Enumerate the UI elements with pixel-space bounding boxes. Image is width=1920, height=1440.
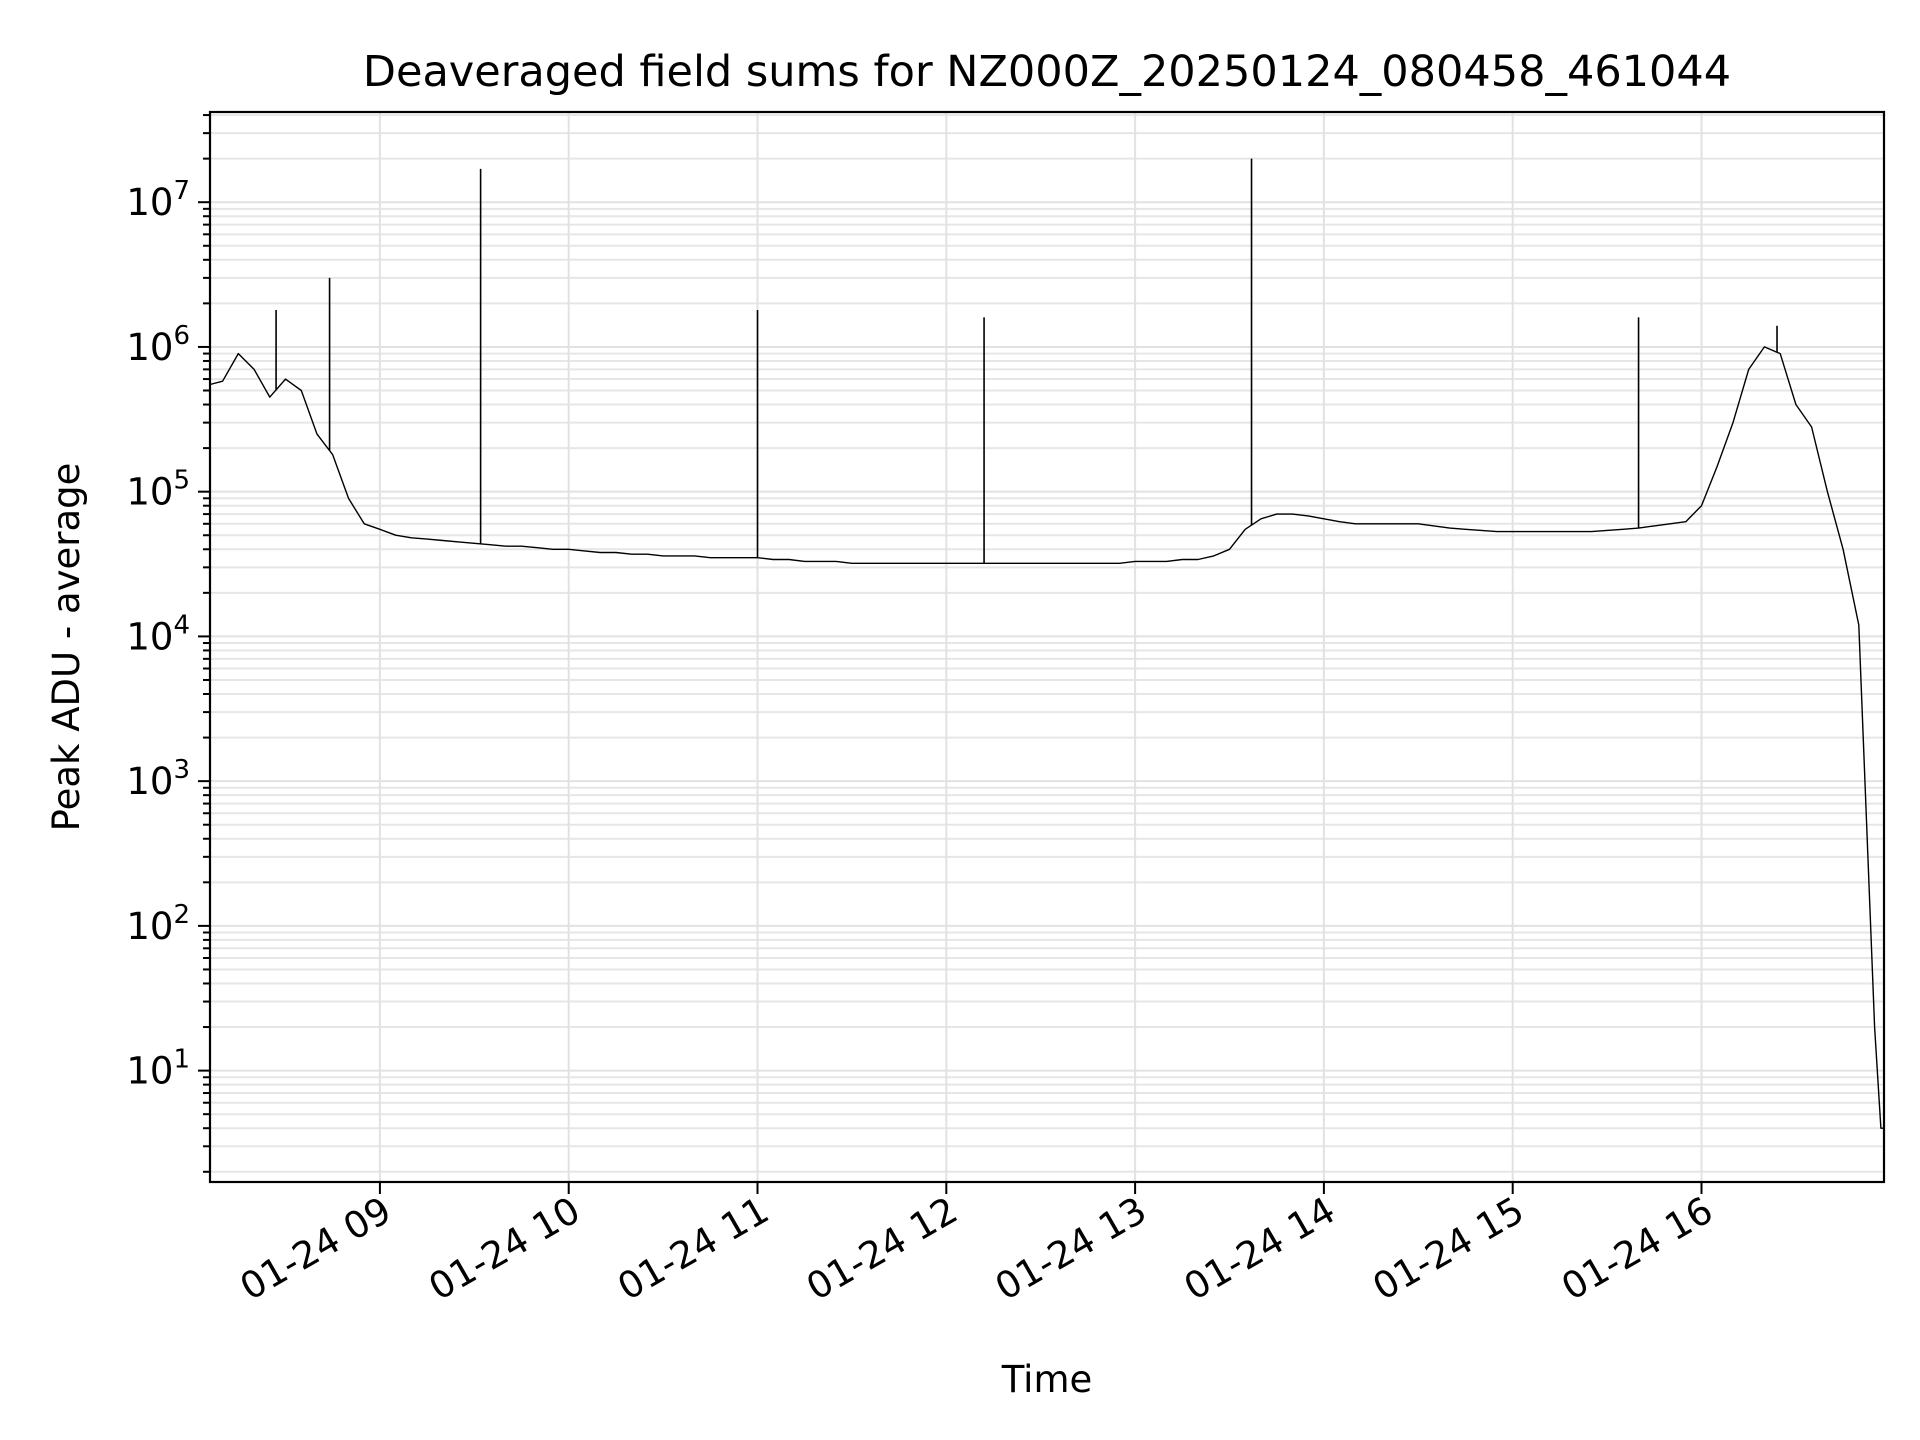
- series-line: [209, 346, 1884, 1129]
- y-tick-label-exponent: 5: [173, 466, 190, 496]
- y-tick-label-base: 10: [126, 760, 173, 803]
- y-tick-label: 102: [126, 900, 190, 948]
- y-tick-label: 105: [126, 466, 190, 514]
- y-tick-label: 104: [126, 610, 190, 658]
- y-tick-label-exponent: 4: [173, 610, 190, 640]
- y-tick-label-exponent: 3: [173, 755, 190, 785]
- y-axis-label: Peak ADU - average: [45, 463, 88, 832]
- y-tick-label: 106: [126, 321, 190, 369]
- y-tick-label-exponent: 7: [173, 176, 190, 206]
- y-tick-label-exponent: 2: [173, 900, 190, 930]
- y-tick-label-base: 10: [126, 1050, 173, 1093]
- y-tick-label-exponent: 6: [173, 321, 190, 351]
- y-tick-label-base: 10: [126, 181, 173, 224]
- y-tick-label-exponent: 1: [173, 1045, 190, 1075]
- y-tick-label: 107: [126, 176, 190, 224]
- y-tick-label-base: 10: [126, 326, 173, 369]
- y-tick-label-base: 10: [126, 615, 173, 658]
- y-tick-label: 101: [126, 1045, 190, 1093]
- y-tick-label-base: 10: [126, 905, 173, 948]
- y-tick-label-base: 10: [126, 471, 173, 514]
- x-axis-label: Time: [1001, 1358, 1093, 1401]
- axes-frame: [208, 110, 1886, 1184]
- y-tick-label: 103: [126, 755, 190, 803]
- plot-area: [209, 158, 1884, 1129]
- grid: [210, 112, 1884, 1182]
- chart-title: Deaveraged field sums for NZ000Z_2025012…: [363, 47, 1731, 97]
